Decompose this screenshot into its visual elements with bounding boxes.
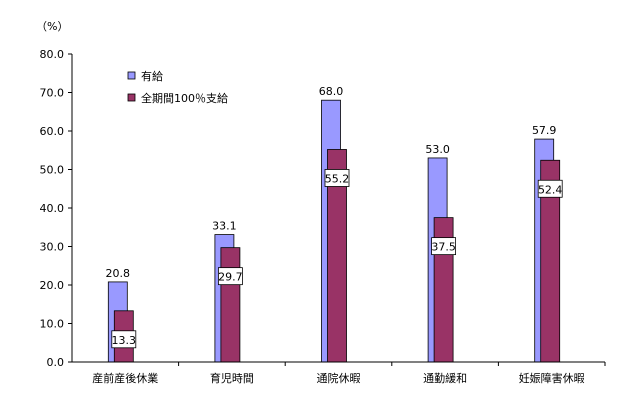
legend-swatch-full-pay bbox=[127, 93, 136, 102]
bars-group bbox=[107, 99, 561, 363]
legend-swatch-paid bbox=[127, 71, 136, 80]
data-label-paid: 20.8 bbox=[106, 267, 131, 280]
y-tick-label: 60.0 bbox=[40, 125, 65, 138]
data-label-full-pay: 37.5 bbox=[431, 241, 456, 254]
legend-label-paid: 有給 bbox=[141, 69, 163, 83]
y-tick-label: 0.0 bbox=[47, 356, 65, 369]
x-category-label: 通勤緩和 bbox=[423, 372, 467, 385]
y-tick-label: 40.0 bbox=[40, 202, 65, 215]
bar-full-pay bbox=[220, 247, 241, 363]
y-tick-label: 30.0 bbox=[40, 241, 65, 254]
data-label-box-full-pay bbox=[111, 330, 137, 349]
data-label-full-pay: 29.7 bbox=[218, 271, 243, 284]
x-category-label: 妊娠障害休暇 bbox=[519, 371, 585, 385]
x-category-label: 通院休暇 bbox=[317, 371, 361, 385]
data-label-paid: 53.0 bbox=[425, 143, 450, 156]
x-axis-ticks: 産前産後休業 育児時間 通院休暇 通勤緩和 妊娠障害休暇 bbox=[92, 362, 606, 385]
data-label-paid: 68.0 bbox=[319, 85, 344, 98]
y-axis-unit-label: （%） bbox=[36, 20, 68, 33]
value-labels-group: 20.8 13.3 33.1 29.7 68.0 55.2 53.0 37.5 57.9 52.4 bbox=[106, 85, 563, 349]
data-label-paid: 57.9 bbox=[532, 124, 557, 137]
legend: 有給 全期間100％支給 bbox=[120, 66, 252, 112]
data-label-box-full-pay bbox=[324, 169, 350, 187]
data-label-box-full-pay bbox=[217, 267, 243, 286]
legend-label-full-pay: 全期間100％支給 bbox=[141, 91, 228, 105]
data-label-box-full-pay bbox=[431, 237, 457, 256]
x-category-label: 育児時間 bbox=[210, 371, 254, 385]
legend-box bbox=[120, 66, 252, 112]
y-tick-label: 70.0 bbox=[40, 87, 65, 100]
data-label-box-full-pay bbox=[537, 179, 563, 198]
data-label-full-pay: 55.2 bbox=[325, 172, 350, 185]
data-label-full-pay: 13.3 bbox=[112, 334, 137, 347]
data-label-full-pay: 52.4 bbox=[538, 183, 563, 196]
y-tick-label: 20.0 bbox=[40, 279, 65, 292]
y-axis-ticks: 0.0 10.0 20.0 30.0 40.0 50.0 60.0 70.0 80.0 bbox=[40, 48, 72, 369]
y-tick-label: 50.0 bbox=[40, 164, 65, 177]
y-tick-label: 10.0 bbox=[40, 318, 65, 331]
data-label-paid: 33.1 bbox=[212, 220, 237, 233]
y-tick-label: 80.0 bbox=[40, 48, 65, 61]
x-category-label: 産前産後休業 bbox=[92, 371, 158, 385]
